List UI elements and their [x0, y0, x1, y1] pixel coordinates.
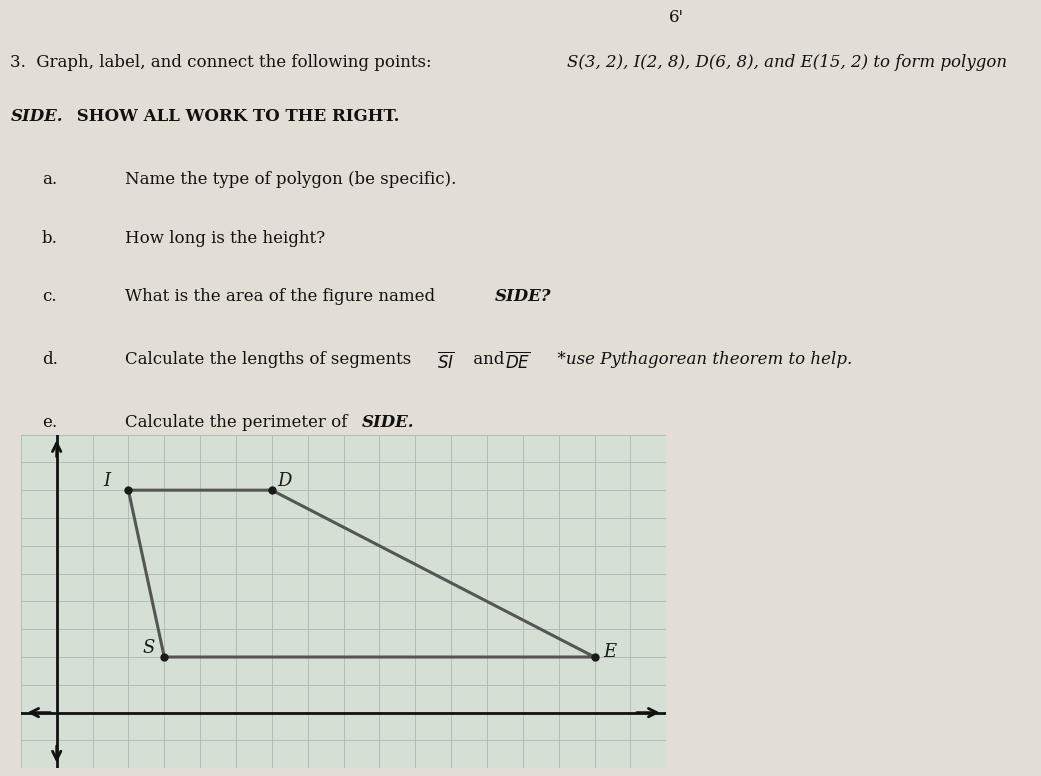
Text: D: D — [277, 472, 291, 490]
Text: $\overline{SI}$: $\overline{SI}$ — [437, 351, 455, 372]
Text: 3.  Graph, label, and connect the following points:: 3. Graph, label, and connect the followi… — [10, 54, 437, 71]
Text: SHOW ALL WORK TO THE RIGHT.: SHOW ALL WORK TO THE RIGHT. — [71, 108, 400, 125]
Text: b.: b. — [42, 230, 57, 247]
Text: d.: d. — [42, 351, 57, 368]
Text: Name the type of polygon (be specific).: Name the type of polygon (be specific). — [125, 171, 456, 188]
Text: 6': 6' — [669, 9, 684, 26]
Text: How long is the height?: How long is the height? — [125, 230, 325, 247]
Text: E: E — [604, 643, 616, 661]
Text: $\overline{DE}$: $\overline{DE}$ — [505, 351, 530, 372]
Text: SIDE?: SIDE? — [494, 288, 551, 305]
Text: Calculate the lengths of segments: Calculate the lengths of segments — [125, 351, 416, 368]
Text: *use Pythagorean theorem to help.: *use Pythagorean theorem to help. — [547, 351, 852, 368]
Text: SIDE.: SIDE. — [362, 414, 414, 431]
Text: S(3, 2), I(2, 8), D(6, 8), and E(15, 2) to form polygon: S(3, 2), I(2, 8), D(6, 8), and E(15, 2) … — [567, 54, 1008, 71]
Text: Calculate the perimeter of: Calculate the perimeter of — [125, 414, 353, 431]
Text: S: S — [143, 639, 155, 656]
Text: I: I — [103, 472, 110, 490]
Text: and: and — [468, 351, 510, 368]
Text: e.: e. — [42, 414, 57, 431]
Text: a.: a. — [42, 171, 57, 188]
Text: c.: c. — [42, 288, 56, 305]
Text: SIDE.: SIDE. — [10, 108, 62, 125]
Text: What is the area of the figure named: What is the area of the figure named — [125, 288, 440, 305]
